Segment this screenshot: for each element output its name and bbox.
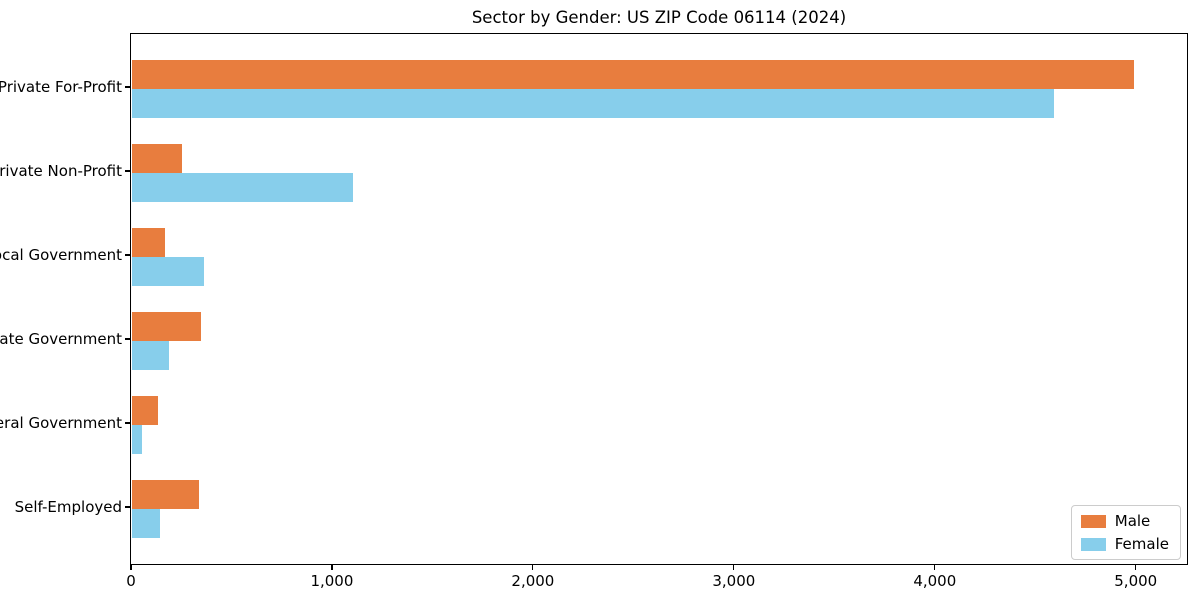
legend-entry-female: Female — [1080, 535, 1169, 553]
ytick-label: Local Government — [0, 246, 122, 264]
xtick-mark — [733, 565, 735, 570]
bar-male-5 — [131, 479, 199, 509]
legend-swatch-icon — [1080, 514, 1106, 528]
plot-area — [130, 33, 1188, 565]
xtick-label: 4,000 — [913, 572, 957, 590]
bar-male-0 — [131, 59, 1135, 89]
ytick-mark — [125, 254, 130, 256]
ytick-mark — [125, 506, 130, 508]
ytick-mark — [125, 170, 130, 172]
legend-label: Female — [1114, 535, 1169, 553]
xtick-label: 1,000 — [310, 572, 354, 590]
bar-female-5 — [131, 508, 160, 538]
ytick-label: Self-Employed — [14, 498, 122, 516]
xtick-label: 0 — [126, 572, 136, 590]
bar-female-2 — [131, 256, 204, 286]
xtick-label: 5,000 — [1114, 572, 1158, 590]
legend-label: Male — [1114, 512, 1151, 530]
bar-female-4 — [131, 424, 142, 454]
chart-title: Sector by Gender: US ZIP Code 06114 (202… — [471, 8, 847, 27]
bars-layer — [131, 35, 1187, 564]
ytick-label: State Government — [0, 330, 122, 348]
xtick-mark — [532, 565, 534, 570]
xtick-mark — [1135, 565, 1137, 570]
xtick-mark — [934, 565, 936, 570]
ytick-mark — [125, 86, 130, 88]
xtick-label: 3,000 — [712, 572, 756, 590]
bar-female-3 — [131, 340, 169, 370]
bar-female-0 — [131, 88, 1054, 118]
legend-swatch-icon — [1080, 537, 1106, 551]
xtick-mark — [130, 565, 132, 570]
ytick-label: Private Non-Profit — [0, 162, 122, 180]
legend-entry-male: Male — [1080, 512, 1169, 530]
bar-male-2 — [131, 227, 165, 257]
bar-female-1 — [131, 172, 353, 202]
ytick-label: Federal Government — [0, 414, 122, 432]
ytick-label: Private For-Profit — [0, 78, 122, 96]
ytick-mark — [125, 422, 130, 424]
xtick-mark — [331, 565, 333, 570]
legend: Male Female — [1070, 505, 1181, 560]
bar-male-1 — [131, 143, 182, 173]
bar-male-4 — [131, 395, 158, 425]
xtick-label: 2,000 — [511, 572, 555, 590]
bar-male-3 — [131, 311, 201, 341]
ytick-mark — [125, 338, 130, 340]
